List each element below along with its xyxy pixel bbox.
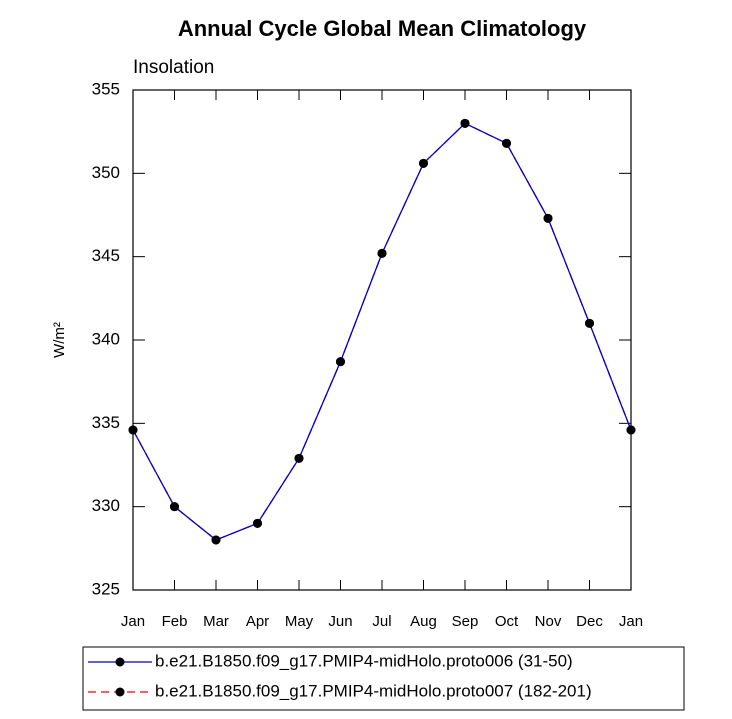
x-tick-label: Mar [203,613,229,630]
x-tick-label: May [285,613,314,630]
x-tick-label: Dec [576,613,603,630]
y-tick-label: 340 [92,329,120,348]
data-point [294,453,304,463]
x-tick-label: Nov [535,613,562,630]
y-tick-label: 345 [92,246,120,265]
y-tick-label: 330 [92,496,120,515]
data-point [502,138,511,148]
legend-label: b.e21.B1850.f09_g17.PMIP4-midHolo.proto0… [155,681,592,700]
x-tick-label: Sep [452,613,479,630]
data-point [211,535,221,545]
x-tick-label: Jan [619,613,643,630]
data-point [585,318,594,328]
series-line [132,122,632,541]
series-line [132,122,632,541]
data-point [419,158,428,168]
legend-label: b.e21.B1850.f09_g17.PMIP4-midHolo.proto0… [155,651,573,670]
data-point [626,425,636,435]
x-tick-label: Oct [495,613,519,630]
y-tick-label: 355 [92,79,120,98]
data-point [128,425,138,435]
x-tick-label: Jun [328,613,352,630]
data-point [377,248,387,258]
x-tick-label: Jul [372,613,391,630]
x-tick-label: Jan [121,613,145,630]
data-point [170,502,179,512]
y-axis-label: W/m² [51,322,68,358]
y-tick-label: 325 [92,579,120,598]
chart-subtitle: Insolation [133,57,214,78]
data-point [253,518,262,528]
data-point [460,118,470,128]
x-tick-label: Feb [162,613,188,630]
x-tick-label: Aug [410,613,437,630]
data-point [336,357,345,367]
legend-marker [115,657,125,667]
chart-title: Annual Cycle Global Mean Climatology [178,16,587,41]
plot-frame [132,89,632,591]
x-tick-label: Apr [246,613,269,630]
data-point [543,213,553,223]
y-tick-label: 335 [92,413,120,432]
y-tick-label: 350 [92,163,120,182]
legend-marker [115,687,125,697]
legend-box [82,646,685,711]
